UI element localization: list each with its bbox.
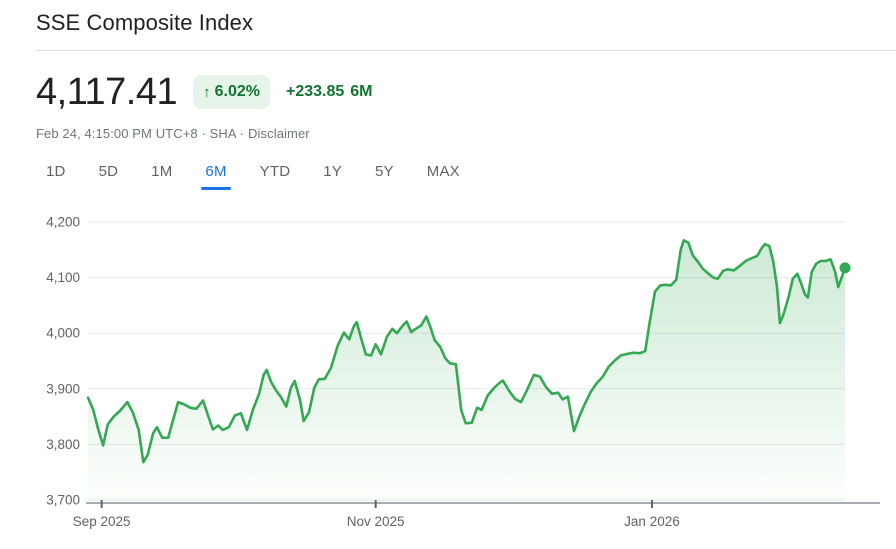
tab-1m[interactable]: 1M xyxy=(151,163,173,180)
x-axis-label: Nov 2025 xyxy=(347,514,405,529)
tab-1d[interactable]: 1D xyxy=(46,163,66,180)
tab-5y[interactable]: 5Y xyxy=(375,163,394,180)
chart-area-fill xyxy=(88,240,845,502)
percent-change-value: 6.02% xyxy=(214,83,260,100)
quote-meta: Feb 24, 4:15:00 PM UTC+8 · SHA · Disclai… xyxy=(36,126,310,141)
y-axis-label: 3,900 xyxy=(46,381,80,396)
quote-summary: 4,117.41 ↑ 6.02% +233.85 6M xyxy=(36,70,373,114)
up-arrow-icon: ↑ xyxy=(203,83,211,101)
absolute-change-period: 6M xyxy=(350,83,373,100)
y-axis-label: 3,800 xyxy=(46,437,80,452)
tab-ytd[interactable]: YTD xyxy=(259,163,291,180)
y-axis-label: 3,700 xyxy=(46,493,80,508)
x-axis-label: Jan 2026 xyxy=(624,514,680,529)
page-title: SSE Composite Index xyxy=(36,10,254,35)
latest-price-dot xyxy=(839,262,851,274)
y-axis-label: 4,000 xyxy=(46,326,80,341)
absolute-change-value: +233.85 xyxy=(285,83,345,100)
chart-line xyxy=(86,239,847,464)
y-axis-label: 4,100 xyxy=(46,270,80,285)
x-axis-label: Sep 2025 xyxy=(73,514,131,529)
percent-change-badge: ↑ 6.02% xyxy=(193,75,270,109)
tab-5d[interactable]: 5D xyxy=(98,163,119,180)
tab-1y[interactable]: 1Y xyxy=(323,163,343,180)
title-divider xyxy=(36,50,896,51)
disclaimer-link[interactable]: Disclaimer xyxy=(248,126,310,141)
tab-6m-active[interactable]: 6M xyxy=(201,161,231,190)
timestamp-exchange: Feb 24, 4:15:00 PM UTC+8 · SHA · xyxy=(36,126,245,141)
tab-max[interactable]: MAX xyxy=(426,163,460,180)
absolute-change: +233.85 6M xyxy=(286,83,373,101)
time-range-tabs: 1D 5D 1M 6M YTD 1Y 5Y MAX xyxy=(46,161,460,190)
y-axis-label: 4,200 xyxy=(46,215,80,230)
current-price: 4,117.41 xyxy=(36,71,178,113)
